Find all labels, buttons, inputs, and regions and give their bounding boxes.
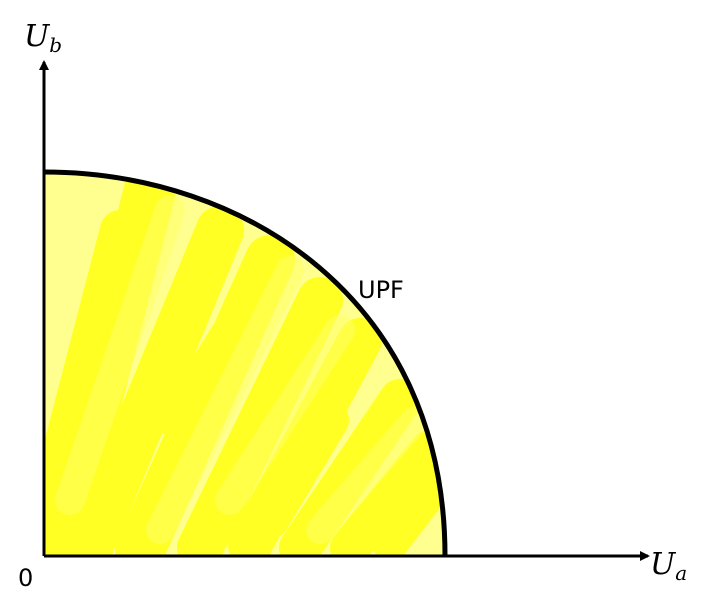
upf-curve: [43, 169, 448, 557]
y-axis-label: Ub: [24, 19, 62, 57]
feasible-region-fill: [44, 172, 445, 556]
upf-label: UPF: [358, 276, 404, 304]
x-axis-label: Ua: [650, 547, 687, 585]
origin-label: 0: [18, 564, 33, 592]
